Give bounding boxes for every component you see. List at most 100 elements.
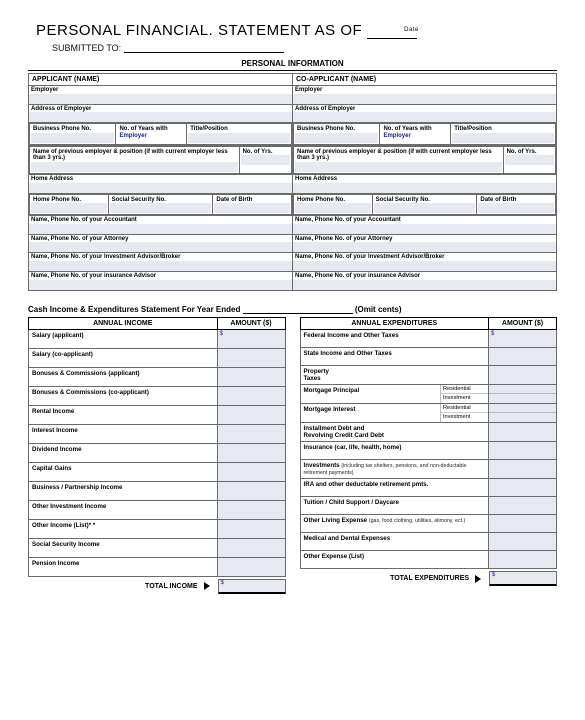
amount-header: AMOUNT ($) — [217, 317, 285, 329]
expend-amount-field[interactable] — [489, 442, 557, 460]
income-amount-field[interactable] — [217, 386, 285, 405]
title-position-label: Title/Position — [188, 125, 290, 133]
income-row-label: Salary (applicant) — [29, 330, 217, 348]
expend-row-label: Other Living Expense (gas, food clothing… — [301, 515, 489, 526]
attorney-label: Name, Phone No. of your Attorney — [29, 235, 292, 243]
insurance-advisor-label: Name, Phone No. of your insurance Adviso… — [29, 272, 292, 280]
applicant-header: APPLICANT (NAME) — [29, 74, 293, 86]
coapp-home-address[interactable] — [293, 183, 556, 193]
expend-row-label: Investments (including tax shelters, pen… — [301, 460, 489, 478]
dob-label: Date of Birth — [478, 196, 554, 204]
amount-header: AMOUNT ($) — [489, 317, 557, 329]
coapp-prev-yrs[interactable] — [505, 155, 554, 165]
expend-amount-field[interactable]: $ — [489, 329, 557, 347]
expend-row-label: PropertyTaxes — [301, 366, 489, 384]
applicant-employer[interactable] — [29, 94, 292, 104]
applicant-investment-advisor[interactable] — [29, 261, 292, 271]
applicant-dob[interactable] — [214, 203, 290, 213]
expend-amount-field[interactable] — [489, 515, 557, 533]
expend-row-label: State Income and Other Taxes — [301, 348, 489, 359]
date-label: Date — [404, 27, 419, 33]
investment-advisor-label: Name, Phone No. of your Investment Advis… — [29, 253, 292, 261]
income-table: ANNUAL INCOME AMOUNT ($) Salary (applica… — [28, 317, 286, 577]
income-row-label: Other Income (List)* * — [29, 520, 217, 538]
applicant-home-address[interactable] — [29, 183, 292, 193]
date-field[interactable]: Date — [367, 25, 417, 39]
home-phone-label: Home Phone No. — [31, 196, 107, 204]
income-row-label: Interest Income — [29, 425, 217, 443]
home-address-label: Home Address — [29, 175, 292, 183]
address-employer-label: Address of Employer — [29, 105, 292, 113]
ssn-label: Social Security No. — [110, 196, 212, 204]
coapp-investment-advisor[interactable] — [293, 261, 556, 271]
coapp-title-position[interactable] — [452, 133, 554, 143]
coapp-bus-phone[interactable] — [295, 133, 378, 143]
coapp-address-employer[interactable] — [293, 112, 556, 122]
expend-amount-field[interactable] — [489, 365, 557, 384]
applicant-home-phone[interactable] — [31, 203, 107, 213]
applicant-ssn[interactable] — [110, 203, 212, 213]
applicant-prev-yrs[interactable] — [241, 155, 290, 165]
income-amount-field[interactable] — [217, 405, 285, 424]
applicant-attorney[interactable] — [29, 242, 292, 252]
income-amount-field[interactable] — [217, 443, 285, 462]
prev-employer-label: Name of previous employer & position (if… — [295, 148, 502, 162]
prev-employer-label: Name of previous employer & position (if… — [31, 148, 238, 162]
year-ended-field[interactable] — [243, 305, 353, 314]
applicant-address-employer[interactable] — [29, 112, 292, 122]
coapp-dob[interactable] — [478, 203, 554, 213]
coapp-home-phone[interactable] — [295, 203, 371, 213]
expend-amount-field[interactable] — [489, 422, 557, 441]
expend-row-label: Mortgage Principal — [301, 385, 441, 403]
employer-label: Employer — [293, 86, 556, 94]
income-amount-field[interactable]: $ — [217, 329, 285, 348]
applicant-prev-employer[interactable] — [31, 162, 238, 172]
expend-amount-field[interactable] — [489, 479, 557, 497]
coapplicant-header: CO-APPLICANT (NAME) — [293, 74, 557, 86]
income-amount-field[interactable] — [217, 519, 285, 538]
applicant-bus-phone[interactable] — [31, 133, 114, 143]
total-expenditures-amount[interactable]: $ — [489, 571, 557, 586]
income-amount-field[interactable] — [217, 424, 285, 443]
expend-amount-field[interactable] — [489, 384, 557, 403]
ssn-label: Social Security No. — [374, 196, 476, 204]
income-row-label: Salary (co-applicant) — [29, 349, 217, 367]
income-row-label: Bonuses & Commissions (applicant) — [29, 368, 217, 386]
insurance-advisor-label: Name, Phone No. of your insurance Adviso… — [293, 272, 556, 280]
expend-amount-field[interactable] — [489, 403, 557, 422]
income-row-label: Business / Partnership Income — [29, 482, 217, 500]
applicant-insurance-advisor[interactable] — [29, 280, 292, 290]
income-amount-field[interactable] — [217, 462, 285, 481]
accountant-label: Name, Phone No. of your Accountant — [293, 216, 556, 224]
accountant-label: Name, Phone No. of your Accountant — [29, 216, 292, 224]
income-amount-field[interactable] — [217, 557, 285, 576]
expend-amount-field[interactable] — [489, 533, 557, 551]
coapp-insurance-advisor[interactable] — [293, 280, 556, 290]
submitted-to-field[interactable] — [124, 43, 284, 53]
income-amount-field[interactable] — [217, 500, 285, 519]
home-address-label: Home Address — [293, 175, 556, 183]
coapp-ssn[interactable] — [374, 203, 476, 213]
total-income-amount[interactable]: $ — [218, 579, 286, 594]
title-position-label: Title/Position — [452, 125, 554, 133]
expend-amount-field[interactable] — [489, 551, 557, 569]
expend-amount-field[interactable] — [489, 347, 557, 365]
coapp-employer[interactable] — [293, 94, 556, 104]
applicant-accountant[interactable] — [29, 224, 292, 234]
coapp-prev-employer[interactable] — [295, 162, 502, 172]
income-header: ANNUAL INCOME — [29, 317, 218, 329]
income-amount-field[interactable] — [217, 367, 285, 386]
income-amount-field[interactable] — [217, 481, 285, 500]
expend-row-sublabels: ResidentialInvestment — [440, 385, 488, 403]
years-with-label: No. of Years withEmployer — [381, 125, 449, 139]
coapp-accountant[interactable] — [293, 224, 556, 234]
total-income-row: TOTAL INCOME $ — [28, 579, 286, 594]
expend-row-label: Mortgage Interest — [301, 404, 441, 422]
coapp-attorney[interactable] — [293, 242, 556, 252]
income-amount-field[interactable] — [217, 538, 285, 557]
income-amount-field[interactable] — [217, 348, 285, 367]
applicant-title-position[interactable] — [188, 133, 290, 143]
expend-amount-field[interactable] — [489, 460, 557, 479]
expend-row-label: Medical and Dental Expenses — [301, 533, 489, 544]
expend-amount-field[interactable] — [489, 497, 557, 515]
